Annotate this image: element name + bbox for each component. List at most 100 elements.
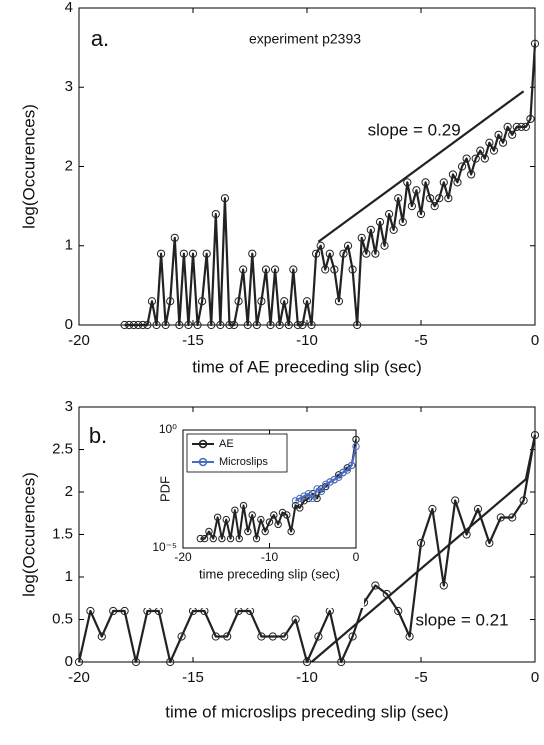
data-point	[357, 233, 366, 242]
data-point	[152, 320, 161, 330]
y-tick-label: 4	[65, 0, 73, 16]
x-tick-label: -20	[174, 550, 192, 564]
panel-label: b.	[89, 423, 107, 448]
annotation: slope = 0.29	[368, 120, 461, 139]
data-point	[380, 241, 389, 250]
x-tick-label: -5	[414, 332, 427, 349]
data-point	[313, 494, 321, 503]
data-point	[489, 146, 499, 155]
x-tick-label: 0	[531, 332, 539, 349]
x-tick-label: -15	[182, 332, 204, 349]
data-point	[170, 233, 179, 242]
data-point	[211, 632, 220, 641]
data-point	[398, 217, 407, 227]
data-point	[270, 265, 280, 274]
data-point	[239, 501, 248, 510]
data-point	[302, 297, 312, 306]
data-point	[296, 494, 304, 503]
data-point	[375, 217, 385, 227]
x-tick-label: 0	[353, 550, 360, 564]
data-point	[179, 249, 188, 258]
data-point	[196, 534, 205, 543]
data-point	[266, 320, 275, 330]
legend-marker	[198, 439, 208, 449]
data-point	[312, 249, 321, 258]
data-point	[403, 178, 412, 187]
data-point	[147, 297, 157, 306]
data-point	[216, 320, 225, 330]
data-point	[416, 209, 426, 219]
data-point	[177, 632, 186, 641]
data-point	[339, 249, 348, 258]
data-point	[275, 320, 284, 330]
data-point	[343, 466, 352, 474]
x-tick-label: -10	[296, 332, 318, 349]
data-point	[278, 508, 287, 517]
y-tick-label: 1.5	[52, 525, 73, 542]
data-point	[362, 249, 371, 258]
x-tick-label: 0	[531, 669, 539, 686]
x-tick-label: -15	[182, 669, 204, 686]
data-point	[229, 320, 239, 330]
data-point	[426, 194, 435, 203]
y-axis-label: log(Occurences)	[19, 472, 38, 597]
legend-label: Microslips	[219, 456, 268, 468]
data-point	[444, 194, 453, 203]
data-point	[280, 297, 289, 306]
y-axis-label: PDF	[157, 476, 172, 502]
data-point	[416, 538, 426, 548]
data-point	[353, 320, 362, 330]
data-point	[371, 249, 380, 258]
data-point	[287, 527, 295, 536]
annotation: slope = 0.21	[415, 611, 508, 630]
data-point	[316, 241, 325, 250]
data-point	[213, 513, 222, 521]
data-point	[202, 249, 211, 258]
data-point	[265, 518, 274, 526]
data-point	[302, 657, 312, 667]
data-point	[244, 527, 252, 536]
data-point	[335, 473, 343, 481]
y-tick-label: 2.5	[52, 440, 73, 457]
data-point	[412, 186, 421, 195]
y-tick-label: 1	[65, 568, 73, 585]
data-point	[471, 154, 480, 163]
data-point	[296, 504, 304, 512]
data-point	[120, 606, 129, 616]
data-point	[343, 241, 353, 250]
data-point	[435, 194, 444, 203]
data-point	[457, 162, 467, 171]
y-tick-label: 1	[65, 237, 73, 254]
data-point	[207, 320, 216, 330]
data-point	[371, 581, 380, 590]
x-axis-label: time of AE preceding slip (sec)	[192, 357, 422, 376]
data-point	[366, 225, 375, 234]
data-point	[480, 154, 489, 163]
data-point	[205, 527, 213, 536]
data-point	[143, 320, 152, 330]
data-point	[330, 265, 339, 274]
y-tick-label: 2	[65, 157, 73, 174]
y-tick-label: 3	[65, 78, 73, 95]
data-point	[225, 320, 234, 330]
data-point	[252, 320, 261, 330]
data-point	[334, 297, 344, 306]
data-point	[156, 249, 166, 258]
data-point	[300, 492, 308, 500]
data-point	[348, 265, 357, 274]
data-point	[248, 511, 256, 519]
data-point	[298, 320, 307, 330]
data-point	[517, 122, 526, 131]
data-point	[394, 194, 403, 203]
data-point	[252, 534, 261, 543]
data-point	[220, 194, 230, 203]
data-point	[526, 114, 535, 124]
data-point	[317, 487, 326, 496]
data-point	[448, 170, 458, 179]
data-point	[394, 606, 403, 616]
data-point	[485, 538, 494, 548]
data-point	[120, 320, 129, 330]
data-point	[239, 265, 248, 274]
data-point	[421, 178, 430, 187]
data-point	[261, 265, 271, 274]
